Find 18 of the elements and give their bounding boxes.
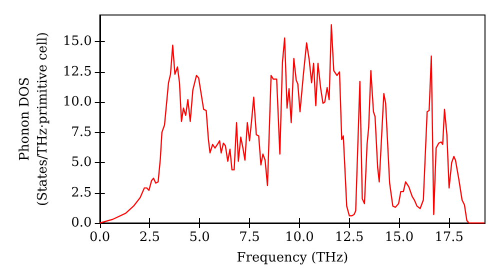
y-tick-label: 12.5	[62, 64, 92, 80]
x-tick-label: 15.0	[384, 230, 414, 245]
y-tick-label: 2.5	[71, 185, 92, 200]
x-axis-title: Frequency (THz)	[236, 250, 348, 266]
x-tick-label: 0.0	[90, 230, 110, 245]
x-tick-label: 10.0	[284, 230, 314, 245]
x-tick-label: 17.5	[434, 230, 464, 245]
x-tick-label: 5.0	[189, 230, 210, 245]
y-axis-title: Phonon DOS (States/THz·primitive cell)	[18, 32, 50, 206]
x-tick-label: 12.5	[334, 230, 364, 245]
x-tick-label: 2.5	[139, 230, 160, 245]
y-tick-label: 5.0	[71, 155, 92, 170]
x-tick-label: 7.5	[239, 230, 260, 245]
y-tick-label: 15.0	[62, 34, 92, 50]
line-series	[99, 24, 485, 224]
y-tick-label: 10.0	[62, 94, 92, 110]
y-tick-label: 0.0	[71, 216, 92, 230]
y-tick-label: 7.5	[71, 124, 92, 140]
